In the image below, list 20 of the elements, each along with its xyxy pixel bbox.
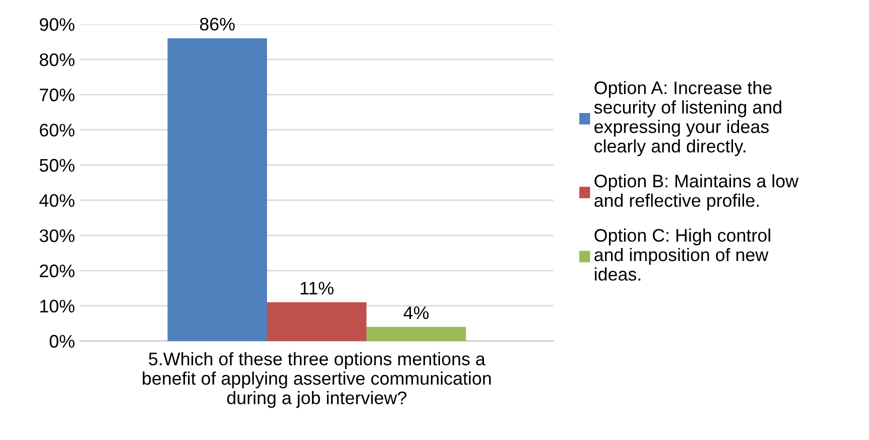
legend-label: Option A: Increase the security of listening and expressing your ideas clearly and directly. bbox=[594, 80, 782, 156]
y-tick-label: 50% bbox=[40, 158, 74, 172]
y-tick-label: 10% bbox=[40, 300, 74, 313]
y-tick-label: 40% bbox=[39, 194, 74, 207]
y-tick-label: 70% bbox=[40, 88, 74, 102]
y-tick-label: 20% bbox=[40, 264, 74, 278]
y-tick-label: 30% bbox=[40, 229, 74, 242]
bar bbox=[267, 302, 366, 341]
x-tick-label: 5.Which of these three options mentions a benefit of applying assertive communication during a job interview? bbox=[142, 352, 491, 408]
y-tick-label: 60% bbox=[40, 124, 74, 137]
y-tick-label: 80% bbox=[40, 53, 74, 66]
data-label: 86% bbox=[200, 18, 235, 31]
bar bbox=[168, 38, 268, 341]
data-label: 11% bbox=[300, 282, 334, 294]
legend-label: Option C: High control and imposition of new ideas. bbox=[594, 228, 770, 281]
data-label: 4% bbox=[404, 306, 429, 320]
legend-label: Option B: Maintains a low and reflective profile. bbox=[594, 174, 798, 210]
y-tick-label: 90% bbox=[40, 18, 74, 31]
y-tick-label: 0% bbox=[50, 334, 74, 348]
bar bbox=[366, 326, 466, 341]
